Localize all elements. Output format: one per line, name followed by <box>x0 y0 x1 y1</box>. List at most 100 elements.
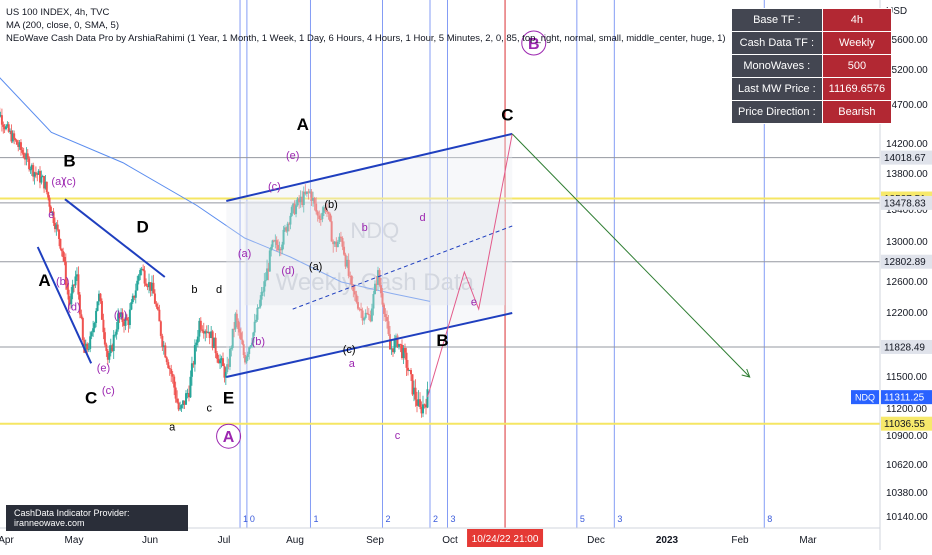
candle-body <box>102 320 104 332</box>
wave-label: D <box>137 217 149 236</box>
candle-body <box>167 362 169 368</box>
candle-body <box>129 310 131 325</box>
candle-body <box>189 377 191 397</box>
y-tick-label: 12600.00 <box>886 277 928 288</box>
candle-body <box>16 140 18 144</box>
candle-body <box>91 332 93 336</box>
candle-body <box>215 338 217 353</box>
candle-body <box>101 301 103 320</box>
candle-body <box>173 377 175 388</box>
price-direction-key: Price Direction : <box>732 101 823 124</box>
candle-body <box>404 348 406 353</box>
candle-body <box>139 270 141 275</box>
indicator-provider-label: CashData Indicator Provider: iranneowave… <box>6 505 188 531</box>
candle-body <box>13 133 15 138</box>
wave-label: (d) <box>281 265 294 277</box>
price-level-label: 11828.49 <box>884 342 925 353</box>
candle-body <box>394 340 396 352</box>
candle-body <box>40 177 42 183</box>
wave-label: A <box>38 271 50 290</box>
wave-label: (c) <box>102 385 115 397</box>
cycle-line-label: 0 <box>250 514 255 524</box>
candle-body <box>113 335 115 351</box>
wave-label: C <box>501 106 513 125</box>
x-tick-label: Jul <box>218 535 231 546</box>
candle-body <box>427 389 429 407</box>
candle-body <box>49 198 51 207</box>
candle-body <box>89 336 91 349</box>
wave-label: (a) <box>238 248 251 260</box>
wave-label: (a) <box>309 261 322 273</box>
y-tick-label: 13800.00 <box>886 169 928 180</box>
cycle-line-label: 2 <box>433 514 438 524</box>
candle-body <box>130 302 132 309</box>
ma-legend[interactable]: MA (200, close, 0, SMA, 5) <box>6 19 726 32</box>
candle-body <box>35 172 37 173</box>
y-tick-label: 11200.00 <box>886 404 927 415</box>
candle-body <box>94 323 96 328</box>
candle-body <box>15 139 17 140</box>
wave-label: E <box>223 389 234 408</box>
y-tick-label: 12200.00 <box>886 308 928 319</box>
candle-body <box>222 358 224 366</box>
y-tick-label: 15600.00 <box>886 35 928 46</box>
candle-body <box>1 115 3 124</box>
candle-body <box>68 290 70 300</box>
wave-label: a <box>169 422 176 434</box>
candle-body <box>86 344 88 350</box>
y-tick-label: 10900.00 <box>886 431 928 442</box>
price-level-label: 11036.55 <box>884 419 925 430</box>
candle-body <box>158 310 160 322</box>
y-tick-label: 10140.00 <box>886 512 928 523</box>
candle-body <box>152 283 154 294</box>
y-tick-label: 13000.00 <box>886 237 928 248</box>
table-row: Cash Data TF : Weekly <box>732 32 892 55</box>
candle-body <box>191 363 193 376</box>
candle-body <box>57 225 59 230</box>
candle-body <box>72 285 74 294</box>
last-mw-price-key: Last MW Price : <box>732 78 823 101</box>
base-tf-key: Base TF : <box>732 9 823 32</box>
wave-label: e <box>48 209 54 221</box>
y-tick-label: 10380.00 <box>886 488 928 499</box>
candle-body <box>155 304 157 307</box>
cash-data-tf-value: Weekly <box>822 32 891 55</box>
y-tick-label: 14200.00 <box>886 139 928 150</box>
base-tf-value: 4h <box>822 9 891 32</box>
candle-body <box>28 158 30 169</box>
wave-label: c <box>395 430 401 442</box>
x-tick-label: Sep <box>366 535 384 546</box>
symbol-title[interactable]: US 100 INDEX, 4h, TVC <box>6 6 726 19</box>
cash-data-tf-key: Cash Data TF : <box>732 32 823 55</box>
candle-body <box>194 345 196 365</box>
candle-body <box>97 301 99 311</box>
candle-body <box>197 337 199 343</box>
wave-label: (c) <box>343 344 356 356</box>
cycle-line-label: 3 <box>617 514 622 524</box>
candle-body <box>104 332 106 344</box>
x-tick-label: Apr <box>0 535 14 546</box>
candle-body <box>175 388 177 399</box>
candle-body <box>27 153 29 158</box>
cycle-line-label: 8 <box>767 514 772 524</box>
cycle-line-label: 1 <box>313 514 318 524</box>
candle-body <box>216 353 218 359</box>
indicator-legend[interactable]: NEoWave Cash Data Pro by ArshiaRahimi (1… <box>6 32 726 45</box>
wave-label: B <box>436 331 448 350</box>
wave-label: b <box>362 222 368 234</box>
table-row: Price Direction : Bearish <box>732 101 892 124</box>
candle-body <box>142 269 144 271</box>
candle-body <box>161 336 163 347</box>
candle-body <box>95 311 97 323</box>
candle-body <box>195 343 197 345</box>
candle-body <box>164 345 166 357</box>
price-direction-value: Bearish <box>822 101 891 124</box>
candle-body <box>170 369 172 374</box>
x-tick-label: May <box>65 535 84 546</box>
monowaves-key: MonoWaves : <box>732 55 823 78</box>
candle-body <box>136 281 138 291</box>
last-mw-price-value: 11169.6576 <box>822 78 891 101</box>
candle-body <box>77 274 79 294</box>
wave-label: (b) <box>56 276 69 288</box>
